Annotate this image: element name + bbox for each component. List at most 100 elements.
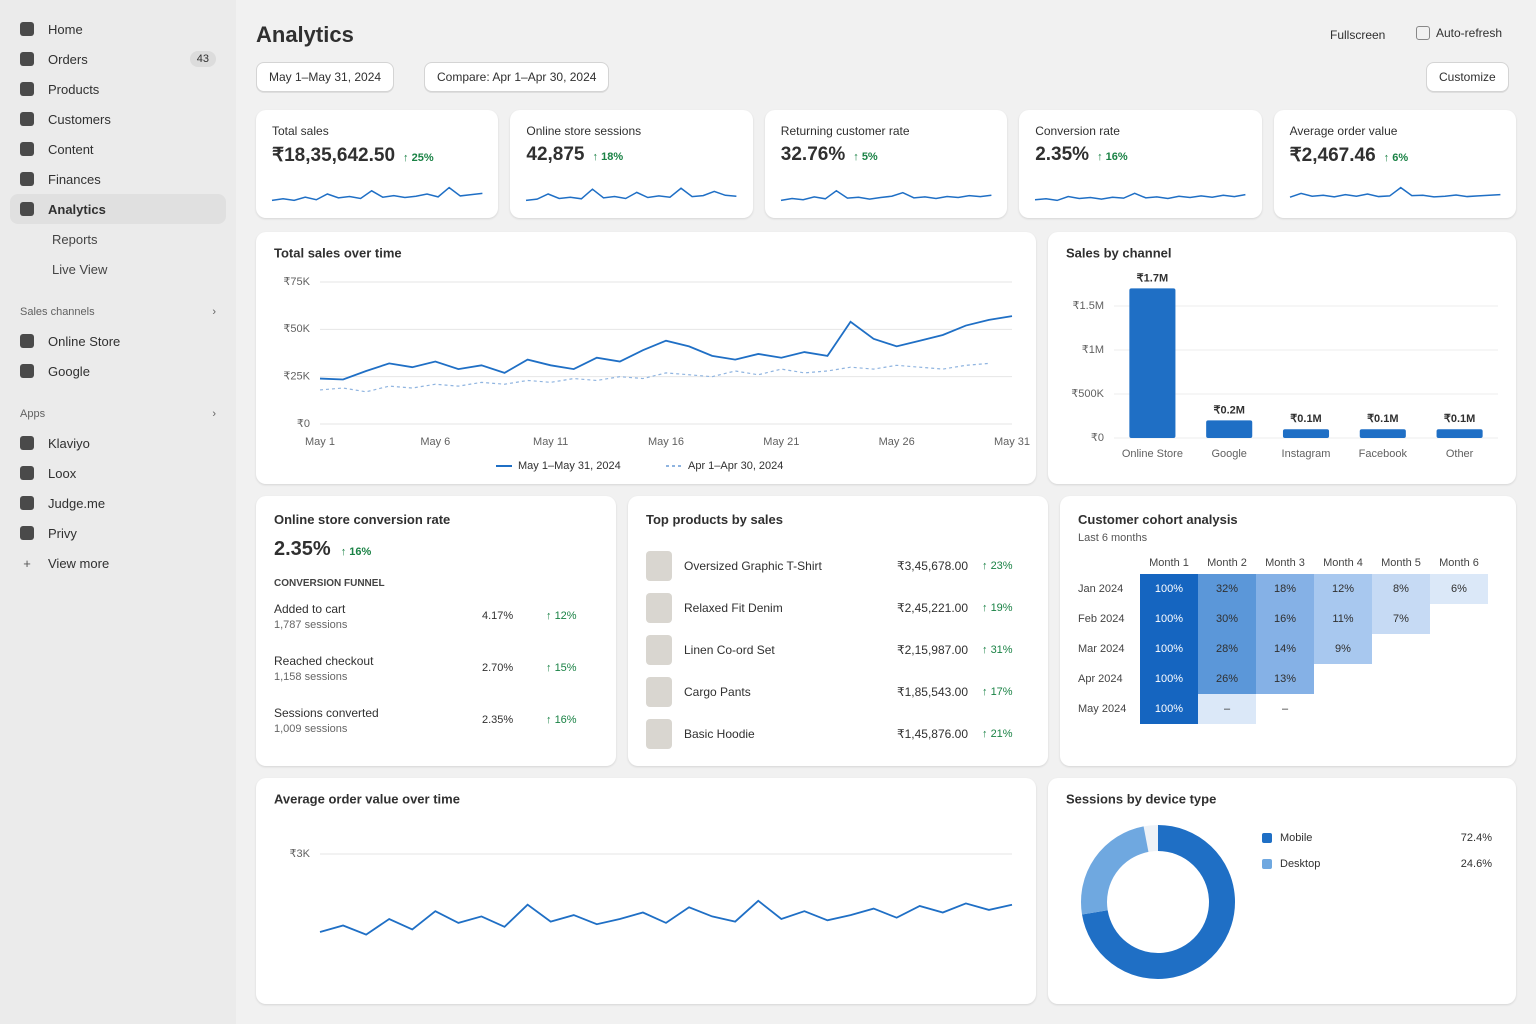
nav-item[interactable]: Orders 43 bbox=[10, 44, 226, 74]
nav-icon bbox=[20, 52, 34, 66]
nav-label: Online Store bbox=[48, 333, 121, 349]
nav-label: Judge.me bbox=[48, 495, 106, 511]
section-title: Apps bbox=[20, 408, 46, 420]
cohort-cell: 100% bbox=[1140, 604, 1198, 634]
nav-icon bbox=[20, 142, 34, 156]
view-more[interactable]: + View more bbox=[10, 548, 226, 578]
sub-nav-item[interactable]: Reports bbox=[52, 231, 98, 247]
sparkline bbox=[1289, 186, 1501, 198]
card-subtitle: Last 6 months bbox=[1078, 532, 1148, 544]
nav-label: Google bbox=[48, 363, 90, 379]
product-thumbnail bbox=[646, 719, 672, 749]
product-row[interactable]: Oversized Graphic T-Shirt ₹3,45,678.00 23% bbox=[646, 550, 1030, 582]
cohort-cell: 11% bbox=[1314, 604, 1372, 634]
nav-item[interactable]: Analytics bbox=[10, 194, 226, 224]
donut-slice bbox=[1081, 826, 1150, 915]
kpi-change: 5% bbox=[853, 151, 878, 163]
header-row: Month 1 Month 2 Month 3 Month 4 Month 5 Month… bbox=[1078, 552, 1488, 574]
nav-item[interactable]: Online Store bbox=[10, 326, 226, 356]
nav-item[interactable]: Home bbox=[10, 14, 226, 44]
nav-icon bbox=[20, 202, 34, 216]
row-label: Jan 2024 bbox=[1078, 583, 1124, 595]
cohort-cell: 8% bbox=[1372, 574, 1430, 604]
nav-item[interactable]: Finances bbox=[10, 164, 226, 194]
cohort-cell: 7% bbox=[1372, 604, 1430, 634]
nav-icon bbox=[20, 364, 34, 378]
cohort-table: Month 1 Month 2 Month 3 Month 4 Month 5 Month… bbox=[1078, 552, 1488, 724]
sub-nav-item[interactable]: Live View bbox=[52, 261, 108, 277]
row-label: Feb 2024 bbox=[1078, 613, 1125, 625]
nav-label: Products bbox=[48, 81, 100, 97]
step-rate: 2.70% bbox=[482, 662, 514, 674]
nav-icon bbox=[20, 172, 34, 186]
nav-item[interactable]: Privy bbox=[10, 518, 226, 548]
view-more-label: View more bbox=[48, 555, 110, 571]
x-tick-label: May 16 bbox=[648, 436, 684, 448]
card-title: Customer cohort analysis bbox=[1078, 512, 1238, 527]
product-thumbnail bbox=[646, 635, 672, 665]
product-row[interactable]: Basic Hoodie ₹1,45,876.00 21% bbox=[646, 718, 1030, 750]
kpi-label: Average order value bbox=[1289, 124, 1398, 138]
step-rate: 4.17% bbox=[482, 610, 514, 622]
cohort-cell: 100% bbox=[1140, 694, 1198, 724]
x-tick-label: Online Store bbox=[1122, 448, 1183, 460]
kpi-value: ₹2,467.46 bbox=[1289, 145, 1376, 166]
nav-icon bbox=[20, 22, 34, 36]
compare-picker[interactable]: Compare: Apr 1–Apr 30, 2024 bbox=[424, 62, 610, 92]
fullscreen-button[interactable]: Fullscreen bbox=[1330, 28, 1386, 42]
cohort-cell: 14% bbox=[1256, 634, 1314, 664]
kpi-label: Online store sessions bbox=[526, 124, 642, 138]
legend-swatch bbox=[1262, 833, 1272, 843]
funnel-title: CONVERSION FUNNEL bbox=[274, 578, 385, 589]
cohort-cell: – bbox=[1256, 694, 1314, 724]
chart-svg bbox=[526, 187, 737, 202]
value-label: 24.6% bbox=[1461, 858, 1492, 870]
nav-label: Customers bbox=[48, 111, 111, 127]
legend-label: Mobile bbox=[1280, 832, 1312, 844]
nav-item[interactable]: Products bbox=[10, 74, 226, 104]
product-change: 17% bbox=[982, 686, 1030, 698]
column-header: Month 2 bbox=[1207, 557, 1247, 569]
bar bbox=[1206, 420, 1253, 438]
nav-item[interactable]: Customers bbox=[10, 104, 226, 134]
cohort-cell: 16% bbox=[1256, 604, 1314, 634]
section-header[interactable]: Sales channels › bbox=[20, 306, 216, 318]
nav-badge: 43 bbox=[189, 51, 216, 67]
step-sessions: 1,787 sessions bbox=[274, 619, 348, 631]
step-change: 15% bbox=[546, 662, 577, 674]
nav-item[interactable]: Loox bbox=[10, 458, 226, 488]
product-row[interactable]: Cargo Pants ₹1,85,543.00 17% bbox=[646, 676, 1030, 708]
cohort-row: Mar 2024 100% 28% 14% 9% bbox=[1078, 634, 1488, 664]
auto-refresh-toggle[interactable]: Auto-refresh bbox=[1416, 26, 1502, 40]
y-tick-label: ₹0 bbox=[297, 418, 310, 430]
donut-slice bbox=[1082, 825, 1235, 979]
x-tick-label: May 26 bbox=[879, 436, 915, 448]
section-header[interactable]: Apps › bbox=[20, 408, 216, 420]
date-range-picker[interactable]: May 1–May 31, 2024 bbox=[256, 62, 395, 92]
value-label: ₹0.1M bbox=[1367, 413, 1398, 425]
customize-button[interactable]: Customize bbox=[1426, 62, 1509, 92]
nav-label: Content bbox=[48, 141, 94, 157]
conversion-row: 2.35% 16% bbox=[274, 538, 371, 561]
step-sessions: 1,158 sessions bbox=[274, 671, 348, 683]
nav-item[interactable]: Google bbox=[10, 356, 226, 386]
nav-label: Privy bbox=[48, 525, 77, 541]
x-tick-label: Facebook bbox=[1359, 448, 1408, 460]
y-tick-label: ₹25K bbox=[283, 371, 310, 383]
x-tick-label: Google bbox=[1211, 448, 1246, 460]
column-header: Month 1 bbox=[1149, 557, 1189, 569]
product-row[interactable]: Relaxed Fit Denim ₹2,45,221.00 19% bbox=[646, 592, 1030, 624]
nav-item[interactable]: Content bbox=[10, 134, 226, 164]
step-sessions: 1,009 sessions bbox=[274, 723, 348, 735]
chart-svg bbox=[1289, 186, 1501, 198]
product-row[interactable]: Linen Co-ord Set ₹2,15,987.00 31% bbox=[646, 634, 1030, 666]
row-label: May 2024 bbox=[1078, 703, 1127, 715]
y-tick-label: ₹75K bbox=[283, 276, 310, 288]
nav-item[interactable]: Judge.me bbox=[10, 488, 226, 518]
product-name: Relaxed Fit Denim bbox=[684, 601, 783, 615]
x-tick-label: Instagram bbox=[1282, 448, 1331, 460]
nav-item[interactable]: Klaviyo bbox=[10, 428, 226, 458]
cohort-card: Customer cohort analysis Last 6 months Mon… bbox=[1060, 496, 1516, 766]
legend-label: Apr 1–Apr 30, 2024 bbox=[688, 460, 783, 472]
product-change: 21% bbox=[982, 728, 1030, 740]
